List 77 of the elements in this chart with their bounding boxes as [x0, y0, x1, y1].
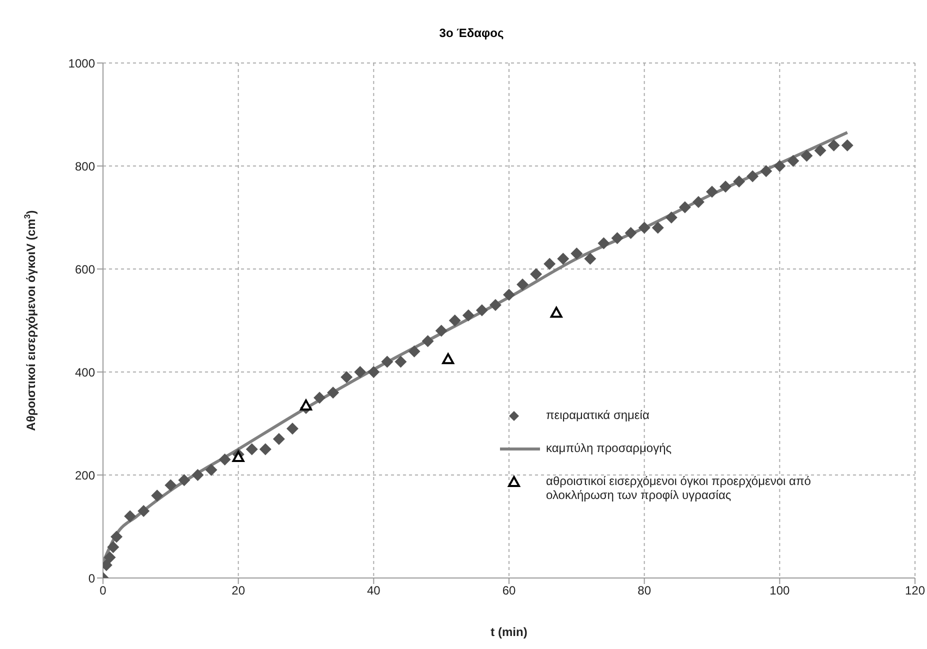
- point: [442, 353, 454, 364]
- point: [462, 309, 474, 322]
- point: [381, 356, 394, 368]
- point: [652, 222, 664, 234]
- point: [300, 399, 312, 410]
- point: [570, 248, 583, 260]
- point: [530, 268, 542, 280]
- point: [192, 469, 204, 481]
- point: [516, 278, 529, 290]
- point: [218, 454, 231, 466]
- y-tick-label: 600: [74, 262, 96, 276]
- point: [624, 226, 637, 239]
- x-axis-title: t (min): [490, 625, 528, 639]
- point: [550, 306, 562, 318]
- x-tick-label: 120: [904, 584, 926, 598]
- point: [394, 356, 407, 368]
- point: [828, 139, 840, 152]
- point: [110, 530, 123, 543]
- point: [489, 299, 502, 312]
- legend-label: καμπύλη προσαρμογής: [546, 441, 672, 455]
- x-tick-label: 60: [502, 584, 516, 598]
- point: [107, 541, 120, 554]
- point: [104, 551, 116, 564]
- point: [164, 479, 177, 492]
- point: [557, 252, 570, 265]
- chart-title: 3ο Έδαφος: [438, 26, 505, 40]
- point: [503, 288, 515, 301]
- point: [124, 510, 136, 522]
- point: [327, 386, 340, 399]
- x-tick-label: 40: [366, 584, 381, 598]
- point: [340, 371, 353, 384]
- y-tick-label: 0: [88, 571, 96, 586]
- point: [733, 175, 746, 188]
- point: [422, 335, 434, 348]
- point: [408, 345, 420, 358]
- point: [774, 160, 786, 172]
- point: [138, 505, 150, 518]
- point: [272, 432, 285, 445]
- point: [706, 186, 718, 198]
- point: [746, 170, 759, 182]
- point: [314, 392, 326, 404]
- legend-label: αθροιστικοί εισερχόμενοι όγκοι προερχόμενοι από ολοκλήρωση των προφίλ υγρασίας: [546, 474, 812, 502]
- x-tick-label: 0: [100, 584, 107, 598]
- point: [638, 222, 650, 234]
- point: [584, 252, 596, 265]
- point: [259, 443, 272, 456]
- point: [205, 464, 218, 476]
- point: [354, 366, 366, 378]
- point: [814, 144, 826, 157]
- point: [720, 180, 732, 193]
- y-tick-label: 800: [74, 159, 96, 174]
- y-tick-label: 200: [74, 468, 96, 482]
- point: [678, 201, 691, 214]
- point: [435, 324, 448, 337]
- point: [368, 366, 380, 378]
- x-tick-label: 80: [638, 584, 652, 598]
- y-tick-label: 1000: [68, 56, 96, 70]
- legend-label: πειραματικά σημεία: [546, 408, 650, 422]
- point: [286, 422, 298, 435]
- point: [800, 150, 813, 162]
- point: [841, 139, 854, 152]
- point: [476, 304, 488, 316]
- point: [246, 443, 258, 456]
- point: [665, 212, 678, 224]
- point: [544, 258, 556, 270]
- x-tick-label: 100: [770, 584, 790, 598]
- x-tick-label: 20: [232, 584, 246, 598]
- point: [692, 196, 704, 208]
- point: [760, 165, 772, 178]
- point: [787, 154, 800, 167]
- point: [611, 232, 624, 244]
- y-tick-label: 400: [74, 365, 96, 380]
- point: [178, 474, 190, 486]
- point: [232, 450, 244, 462]
- point: [598, 237, 610, 250]
- point: [151, 490, 164, 502]
- point: [448, 314, 461, 326]
